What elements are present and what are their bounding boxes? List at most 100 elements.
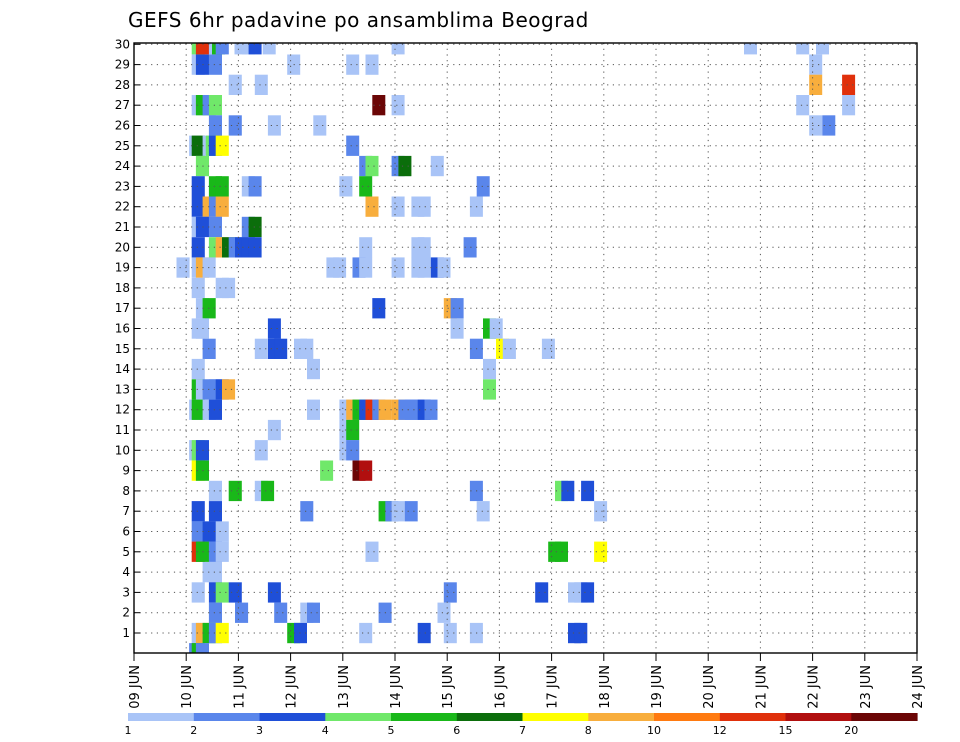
heatmap-cell	[267, 318, 281, 339]
x-tick-label: 13 JUN	[337, 665, 352, 709]
y-tick-label: 10	[115, 443, 130, 457]
y-tick-label: 9	[122, 464, 130, 478]
x-tick-label: 15 JUN	[441, 665, 456, 709]
heatmap-cell	[796, 95, 810, 116]
legend-label: 6	[453, 724, 460, 737]
heatmap-cell	[191, 358, 205, 380]
heatmap-cell	[372, 298, 386, 319]
legend-label: 8	[585, 724, 592, 737]
heatmap-cell	[208, 562, 222, 583]
y-tick-label: 23	[115, 179, 130, 193]
legend-swatch	[193, 713, 261, 721]
heatmap-cell	[191, 582, 205, 603]
heatmap-cell	[195, 43, 209, 55]
heatmap-cell	[191, 277, 205, 299]
x-tick-label: 09 JUN	[128, 665, 143, 709]
x-tick-label: 12 JUN	[285, 665, 300, 709]
heatmap-cell	[359, 257, 373, 278]
heatmap-cell	[307, 399, 320, 420]
heatmap-cell	[208, 602, 222, 623]
x-tick-label: 24 JUN	[911, 665, 926, 709]
heatmap-cell	[502, 338, 516, 359]
heatmap-cell	[215, 622, 229, 644]
heatmap-cell	[365, 196, 379, 217]
legend-label: 5	[388, 724, 395, 737]
heatmap-cell	[417, 196, 431, 217]
legend-label: 20	[844, 724, 858, 737]
heatmap-cell	[267, 582, 281, 603]
heatmap-cell	[437, 257, 451, 278]
heatmap-cell	[417, 237, 431, 258]
x-tick-label: 22 JUN	[807, 665, 822, 709]
heatmap-cell	[191, 135, 205, 156]
heatmap-cell	[274, 338, 288, 359]
heatmap-cell	[208, 399, 222, 420]
y-tick-label: 1	[122, 626, 130, 640]
y-tick-label: 27	[115, 98, 130, 112]
heatmap-cell	[398, 155, 412, 177]
heatmap-cell	[215, 582, 229, 603]
heatmap-cell	[191, 399, 205, 420]
heatmap-cell	[417, 257, 431, 278]
legend-swatch	[654, 713, 721, 721]
heatmap-cell	[254, 74, 268, 95]
heatmap-cell	[391, 196, 405, 217]
plot-frame	[133, 42, 918, 654]
heatmap-cell	[208, 95, 222, 116]
legend-label: 4	[322, 724, 329, 737]
heatmap-cell	[300, 338, 314, 359]
heatmap-cell	[796, 43, 810, 55]
heatmap-cell	[359, 460, 373, 481]
heatmap-cell	[248, 237, 262, 258]
legend-label: 15	[779, 724, 793, 737]
y-tick-label: 2	[122, 606, 130, 620]
y-tick-label: 11	[115, 423, 130, 437]
heatmap-cell	[208, 54, 222, 75]
dotted-grid	[134, 43, 917, 653]
heatmap-cell	[574, 622, 588, 644]
heatmap-cell	[215, 43, 229, 55]
x-axis-ticks: 09 JUN 10 JUN 11 JUN 12 JUN 13 JUN 14 JUN 15 J…	[128, 653, 926, 709]
heatmap-cell	[215, 541, 229, 562]
chart-title: GEFS 6hr padavine po ansamblima Beograd	[128, 8, 589, 32]
heatmap-cell	[248, 176, 262, 197]
heatmap-cell	[359, 622, 373, 644]
heatmap-cell	[365, 155, 379, 177]
heatmap-cell	[215, 176, 229, 197]
heatmap-cell	[476, 501, 490, 522]
heatmap-cell	[267, 115, 281, 136]
y-tick-label: 18	[115, 281, 130, 295]
heatmap-cell	[222, 379, 236, 400]
legend-swatch	[522, 713, 589, 721]
y-tick-label: 8	[122, 484, 130, 498]
heatmap-cell	[228, 115, 242, 136]
heatmap-cell	[320, 460, 334, 481]
y-tick-label: 6	[122, 525, 130, 539]
y-tick-label: 22	[115, 200, 130, 214]
legend-swatch	[325, 713, 392, 721]
heatmap-cell	[809, 74, 823, 95]
heatmap-cell	[450, 318, 464, 339]
heatmap-cell	[443, 622, 457, 644]
x-tick-label: 20 JUN	[702, 665, 717, 709]
y-tick-label: 28	[115, 78, 130, 92]
heatmap-cell	[809, 54, 823, 75]
y-axis-ticks: 1234567891011121314151617181920212223242…	[115, 37, 140, 640]
y-tick-label: 14	[115, 362, 130, 376]
y-tick-label: 21	[115, 220, 130, 234]
heatmap-cell	[228, 582, 242, 603]
y-tick-label: 20	[115, 240, 130, 254]
heatmap-cell	[346, 54, 360, 75]
heatmap-cell	[254, 338, 268, 359]
heatmap-cell	[254, 440, 268, 461]
legend-label: 7	[519, 724, 526, 737]
x-tick-label: 17 JUN	[546, 665, 561, 709]
heatmap-cell	[307, 602, 320, 623]
heatmap-cell	[483, 358, 496, 380]
heatmap-cell	[191, 501, 205, 522]
y-tick-label: 5	[122, 545, 130, 559]
heatmap-cell	[404, 501, 418, 522]
heatmap-cell	[215, 135, 229, 156]
heatmap-cell	[535, 582, 549, 603]
y-tick-label: 12	[115, 403, 130, 417]
